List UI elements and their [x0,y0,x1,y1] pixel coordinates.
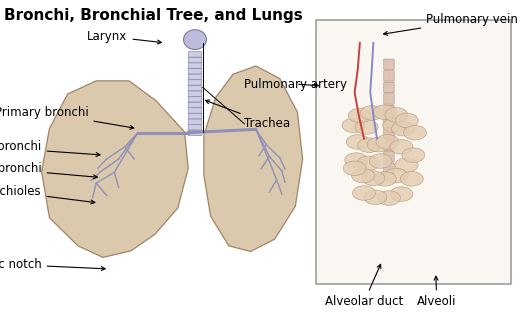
Text: Pulmonary artery: Pulmonary artery [244,78,347,91]
Circle shape [343,161,366,176]
FancyBboxPatch shape [384,140,394,150]
Circle shape [348,108,371,123]
FancyBboxPatch shape [188,108,202,113]
Circle shape [390,140,413,154]
Circle shape [392,121,414,136]
Circle shape [390,187,413,201]
Circle shape [369,154,392,168]
FancyBboxPatch shape [384,94,394,104]
FancyBboxPatch shape [188,91,202,96]
FancyBboxPatch shape [188,85,202,91]
Polygon shape [42,81,188,257]
FancyBboxPatch shape [188,74,202,80]
Circle shape [352,168,374,183]
Circle shape [342,118,365,133]
Circle shape [376,135,399,149]
Circle shape [367,137,390,152]
Circle shape [345,153,368,167]
Ellipse shape [184,30,206,50]
Circle shape [402,148,425,162]
Text: Trachea: Trachea [205,100,291,130]
Circle shape [404,125,426,140]
FancyBboxPatch shape [188,69,202,74]
FancyBboxPatch shape [384,105,394,116]
Text: Cardiac notch: Cardiac notch [0,257,105,271]
Circle shape [346,135,369,149]
Circle shape [400,172,423,186]
Polygon shape [204,66,303,251]
Circle shape [385,108,408,122]
Circle shape [395,158,418,172]
Text: Tertiary bronchi: Tertiary bronchi [0,162,97,179]
FancyBboxPatch shape [188,57,202,63]
Text: Pulmonary vein: Pulmonary vein [384,13,518,35]
Circle shape [373,105,396,119]
Circle shape [360,106,383,120]
FancyBboxPatch shape [384,128,394,139]
Text: Larynx: Larynx [87,30,161,44]
FancyBboxPatch shape [188,52,202,57]
FancyBboxPatch shape [188,80,202,85]
FancyBboxPatch shape [384,117,394,127]
Circle shape [357,156,380,171]
FancyBboxPatch shape [384,151,394,162]
Bar [316,20,511,284]
FancyBboxPatch shape [188,63,202,68]
FancyBboxPatch shape [188,119,202,124]
Text: Primary bronchi: Primary bronchi [0,106,134,129]
Circle shape [355,120,378,134]
Text: Bronchi, Bronchial Tree, and Lungs: Bronchi, Bronchial Tree, and Lungs [4,8,303,23]
FancyBboxPatch shape [384,59,394,70]
Circle shape [395,113,418,128]
Circle shape [358,138,381,152]
Circle shape [378,191,400,205]
Text: Bronchioles: Bronchioles [0,185,95,204]
Circle shape [353,186,375,200]
FancyBboxPatch shape [188,125,202,130]
FancyBboxPatch shape [188,114,202,119]
FancyBboxPatch shape [384,163,394,174]
FancyBboxPatch shape [188,97,202,102]
Circle shape [364,190,387,205]
Circle shape [362,171,385,185]
FancyBboxPatch shape [384,71,394,81]
Circle shape [385,168,408,183]
FancyBboxPatch shape [384,82,394,93]
Circle shape [373,172,396,186]
Circle shape [383,118,406,133]
FancyBboxPatch shape [188,130,202,136]
Text: Alveolar duct: Alveolar duct [325,264,403,309]
FancyBboxPatch shape [188,102,202,108]
Text: Alveoli: Alveoli [417,276,457,309]
Text: Secondary bronchi: Secondary bronchi [0,140,100,156]
